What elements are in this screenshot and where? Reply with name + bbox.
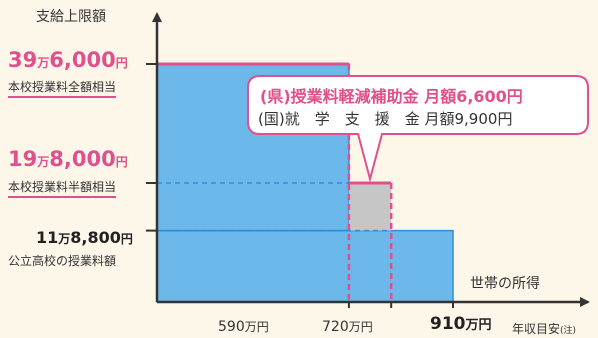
x-tick-590-value: 590	[218, 319, 245, 335]
y-label-public: 11万8,800円	[36, 228, 133, 247]
y-label-half-man: 19	[8, 147, 38, 171]
bar-segment-half	[348, 183, 392, 231]
y-label-half-note: 本校授業料半額相当	[8, 178, 117, 198]
x-tick-910-unit: 万円	[465, 318, 492, 333]
y-label-public-yen: 円	[120, 232, 133, 246]
y-label-half-rest: 8,000	[49, 147, 116, 171]
x-tick-590: 590万円	[218, 318, 269, 335]
x-axis-title-text: 年収目安	[512, 322, 561, 336]
callout-national-label: (国)就 学 支 援 金	[258, 110, 420, 128]
x-tick-910-value: 910	[430, 314, 466, 334]
income-label: 世帯の所得	[470, 276, 540, 292]
y-label-half-yen: 円	[115, 155, 128, 169]
callout-national-amount: 月額9,900円	[424, 110, 513, 128]
y-label-full-note: 本校授業料全額相当	[8, 78, 117, 98]
y-label-public-man-unit: 万	[58, 232, 71, 246]
x-axis-title: 年収目安(注)	[512, 320, 576, 337]
callout-national: (国)就 学 支 援 金 月額9,900円	[258, 108, 512, 129]
callout-bubble	[247, 75, 589, 183]
bar-base-public	[156, 229, 454, 303]
y-label-full-yen: 円	[115, 56, 128, 70]
y-label-half: 19万8,000円	[8, 147, 128, 171]
x-axis-arrow	[580, 297, 590, 307]
y-axis-arrow	[152, 12, 162, 22]
y-label-public-man: 11	[36, 228, 59, 247]
x-tick-720-unit: 万円	[348, 320, 373, 334]
x-tick-720: 720万円	[322, 318, 373, 335]
x-tick-910: 910万円	[430, 314, 492, 334]
x-tick-720-value: 720	[322, 319, 349, 335]
x-tick-590-unit: 万円	[244, 320, 269, 334]
y-label-half-man-unit: 万	[37, 155, 50, 169]
y-label-full-man-unit: 万	[37, 56, 50, 70]
y-axis-title: 支給上限額	[36, 9, 106, 25]
y-label-public-note: 公立高校の授業料額	[8, 254, 117, 268]
y-label-full: 39万6,000円	[8, 48, 128, 72]
x-axis-title-note: (注)	[560, 326, 577, 336]
y-label-full-rest: 6,000	[49, 48, 116, 72]
y-label-public-rest: 8,800	[70, 228, 121, 247]
callout-prefectural: (県)授業料軽減補助金 月額6,600円	[260, 87, 523, 106]
y-label-full-man: 39	[8, 48, 38, 72]
